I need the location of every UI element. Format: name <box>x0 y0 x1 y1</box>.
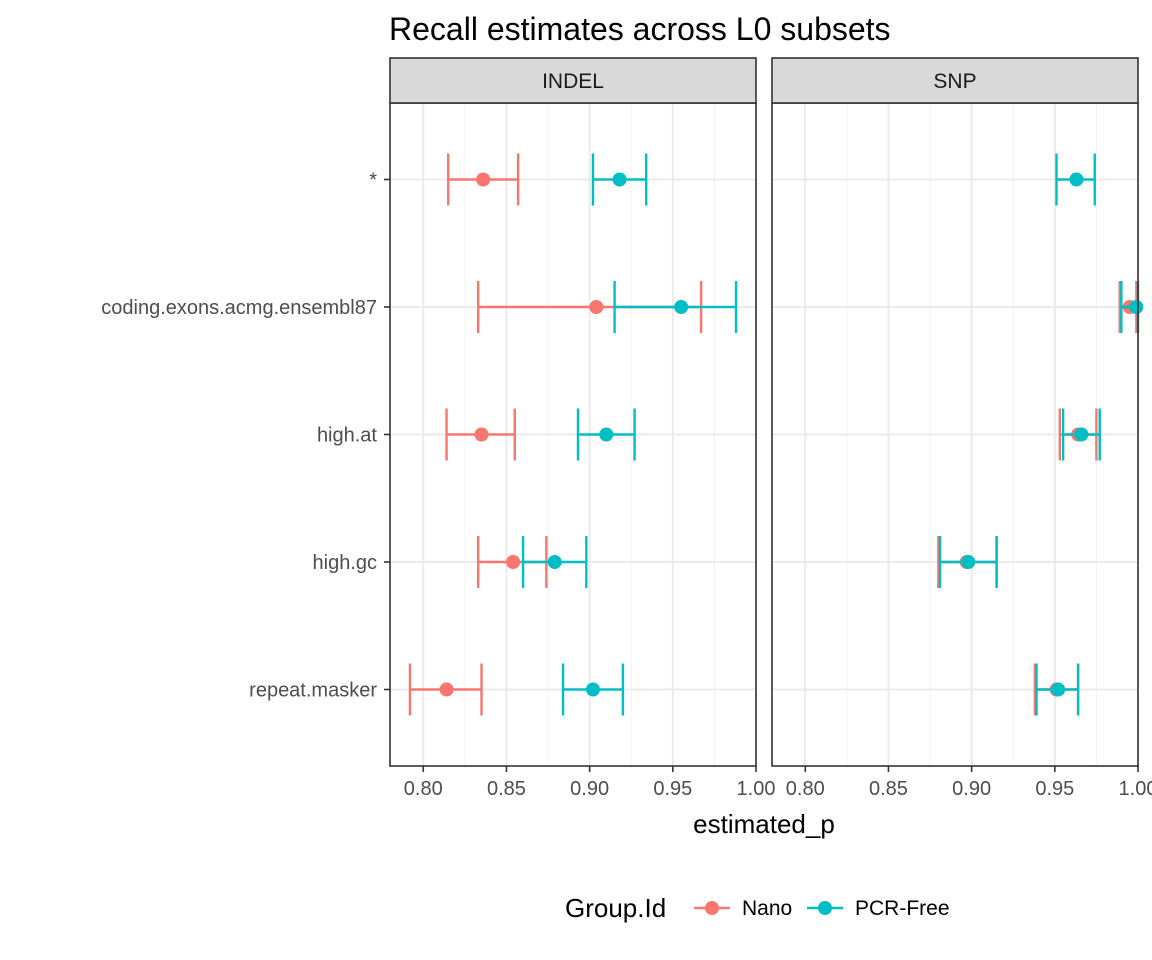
legend-key-point <box>818 901 832 915</box>
facet-panels: INDEL 0.80 0.85 0.90 0.95 1.00 SNP 0.80 0.85 0.90… <box>389 57 1152 800</box>
data-point-repeat-masker <box>585 682 600 697</box>
x-tick-label: 0.80 <box>786 778 825 800</box>
x-tick-label: 1.00 <box>737 778 776 800</box>
legend-title: Group.Id <box>565 893 666 923</box>
legend-label: PCR-Free <box>855 897 950 920</box>
series-pcr-free <box>521 153 738 716</box>
legend: Group.Id Nano PCR-Free <box>565 893 950 923</box>
legend-entry-nano: Nano <box>694 897 792 920</box>
data-point-repeat-masker <box>1051 682 1066 697</box>
strip-label: INDEL <box>542 70 604 93</box>
x-tick-label: 0.90 <box>952 778 991 800</box>
series-nano <box>408 153 703 716</box>
strip-background <box>771 57 1139 104</box>
panel-snp: SNP 0.80 0.85 0.90 0.95 1.00 <box>771 57 1152 800</box>
data-point-high-gc <box>506 555 521 569</box>
chart-title: Recall estimates across L0 subsets <box>389 11 891 47</box>
y-tick-label-coding-exons-acmg-ensembl87: coding.exons.acmg.ensembl87 <box>101 297 377 319</box>
y-axis: * coding.exons.acmg.ensembl87 high.at high.… <box>101 170 390 702</box>
y-tick-label-all: * <box>369 170 377 192</box>
x-tick-label: 0.80 <box>404 778 443 800</box>
data-point-all <box>476 172 491 187</box>
panel-indel: INDEL 0.80 0.85 0.90 0.95 1.00 <box>389 57 776 800</box>
data-point-coding-exons-acmg-ensembl87 <box>1129 300 1144 314</box>
data-point-high-gc <box>961 555 976 569</box>
x-tick-label: 0.90 <box>570 778 609 800</box>
data-point-coding-exons-acmg-ensembl87 <box>674 300 689 314</box>
data-point-high-gc <box>547 555 562 569</box>
strip-background <box>389 57 757 104</box>
y-tick-label-high-gc: high.gc <box>313 552 378 574</box>
x-tick-label: 0.85 <box>487 778 526 800</box>
series-pcr-free <box>938 153 1144 716</box>
data-point-high-at <box>1074 427 1089 442</box>
legend-entry-pcr-free: PCR-Free <box>807 897 950 920</box>
x-tick-label: 0.95 <box>1035 778 1074 800</box>
x-tick-label: 0.95 <box>653 778 692 800</box>
data-point-all <box>612 172 627 187</box>
x-axis-title: estimated_p <box>693 809 835 839</box>
data-point-repeat-masker <box>439 682 454 697</box>
y-tick-label-repeat-masker: repeat.masker <box>249 680 377 702</box>
legend-label: Nano <box>742 897 792 920</box>
data-point-high-at <box>474 427 489 442</box>
data-point-coding-exons-acmg-ensembl87 <box>589 300 604 314</box>
x-tick-label: 1.00 <box>1119 778 1152 800</box>
y-tick-label-high-at: high.at <box>317 425 377 447</box>
x-tick-label: 0.85 <box>869 778 908 800</box>
legend-key-point <box>705 901 719 915</box>
data-point-high-at <box>599 427 614 442</box>
data-point-all <box>1069 172 1084 187</box>
strip-label: SNP <box>933 70 976 93</box>
